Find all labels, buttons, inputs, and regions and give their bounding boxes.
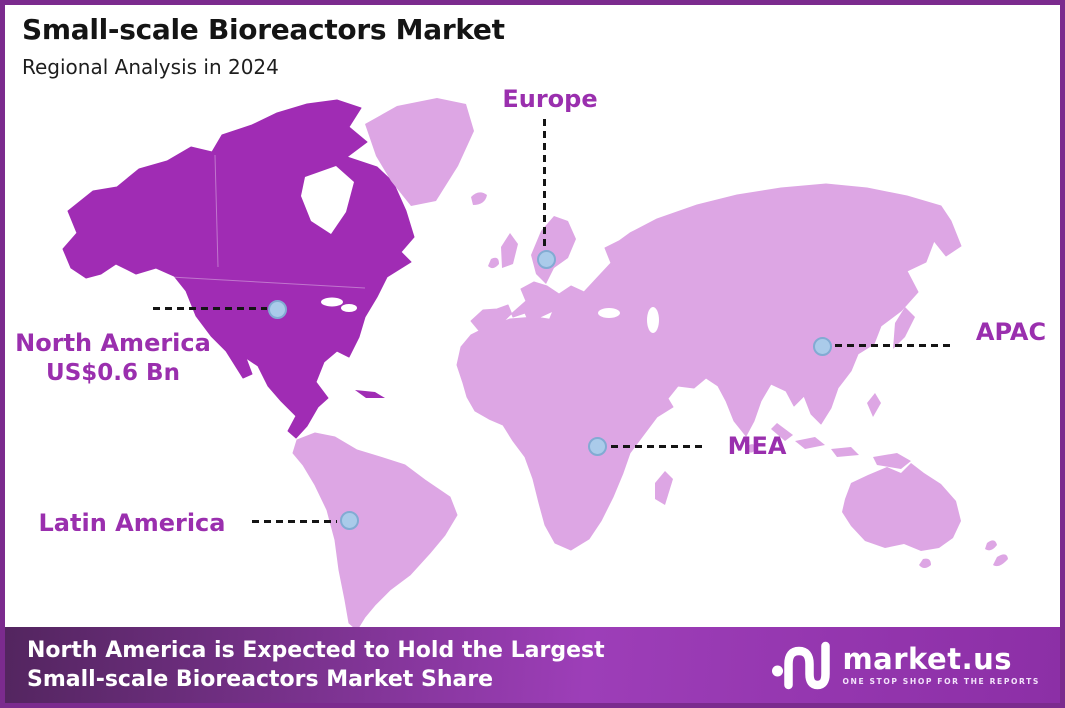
map-great-lakes <box>321 297 343 307</box>
region-value-north-america: US$0.6 Bn <box>46 360 180 386</box>
banner-headline-line2: Small-scale Bioreactors Market Share <box>27 667 494 692</box>
apac-marker-dot <box>813 337 832 356</box>
map-region-australia <box>842 463 961 551</box>
region-label-europe: Europe <box>502 85 597 113</box>
map-region-new-zealand-south <box>993 554 1008 567</box>
region-label-latin-america: Latin America <box>39 509 226 537</box>
map-great-lakes-2 <box>341 304 357 312</box>
banner-headline: North America is Expected to Hold the La… <box>27 636 605 694</box>
world-map <box>62 98 1008 631</box>
map-region-africa <box>456 316 674 551</box>
region-label-latin-america-text: Latin America <box>38 509 226 537</box>
map-region-north-america <box>62 99 415 439</box>
europe-connector-line <box>543 119 546 249</box>
region-label-apac-text: APAC <box>975 318 1047 346</box>
region-label-mea-text: MEA <box>727 432 787 460</box>
map-region-madagascar <box>655 471 673 505</box>
apac-connector-line <box>835 344 950 347</box>
map-region-new-guinea <box>873 453 911 469</box>
map-region-new-zealand-north <box>985 540 997 551</box>
market-us-logo-text: market.us ONE STOP SHOP FOR THE REPORTS <box>842 641 1040 686</box>
latin-america-connector-line <box>252 520 337 523</box>
map-caspian-sea <box>647 307 659 333</box>
map-region-sumatra <box>771 423 793 441</box>
north-america-connector-line <box>153 307 267 310</box>
europe-marker-dot <box>537 250 556 269</box>
map-region-south-america <box>292 432 458 631</box>
mea-marker-dot <box>588 437 607 456</box>
map-region-scandinavia <box>531 216 576 284</box>
region-label-north-america-text: North America <box>15 329 211 357</box>
header: Small-scale Bioreactors Market Regional … <box>22 13 505 79</box>
map-region-philippines <box>867 393 881 417</box>
latin-america-marker-dot <box>340 511 359 530</box>
page-subtitle: Regional Analysis in 2024 <box>22 55 279 79</box>
map-region-tasmania <box>919 558 931 568</box>
region-label-europe-text: Europe <box>502 85 598 113</box>
banner-headline-line1: North America is Expected to Hold the La… <box>27 638 605 663</box>
map-region-java <box>795 437 825 449</box>
market-us-logo: market.us ONE STOP SHOP FOR THE REPORTS <box>771 639 1040 691</box>
north-america-marker-dot <box>268 300 287 319</box>
bottom-banner: North America is Expected to Hold the La… <box>5 627 1060 703</box>
map-region-ireland <box>488 257 499 269</box>
map-black-sea <box>598 308 620 318</box>
region-label-mea: MEA <box>728 432 787 460</box>
map-region-uk <box>501 233 518 268</box>
mea-connector-line <box>611 445 706 448</box>
market-us-logo-icon <box>772 641 831 690</box>
region-label-north-america: North America US$0.6 Bn <box>15 329 211 386</box>
map-region-borneo <box>831 447 859 457</box>
logo-name: market.us <box>842 641 1012 676</box>
page-title: Small-scale Bioreactors Market <box>22 13 505 46</box>
map-hudson-bay <box>301 166 354 234</box>
map-region-greenland <box>365 98 474 206</box>
region-label-apac: APAC <box>976 318 1046 346</box>
map-region-cuba <box>355 390 385 398</box>
logo-tagline: ONE STOP SHOP FOR THE REPORTS <box>842 676 1040 686</box>
map-country-border-lines <box>134 154 366 289</box>
map-region-japan <box>893 307 915 349</box>
map-region-sri-lanka <box>747 444 756 453</box>
map-region-iceland <box>471 192 487 205</box>
